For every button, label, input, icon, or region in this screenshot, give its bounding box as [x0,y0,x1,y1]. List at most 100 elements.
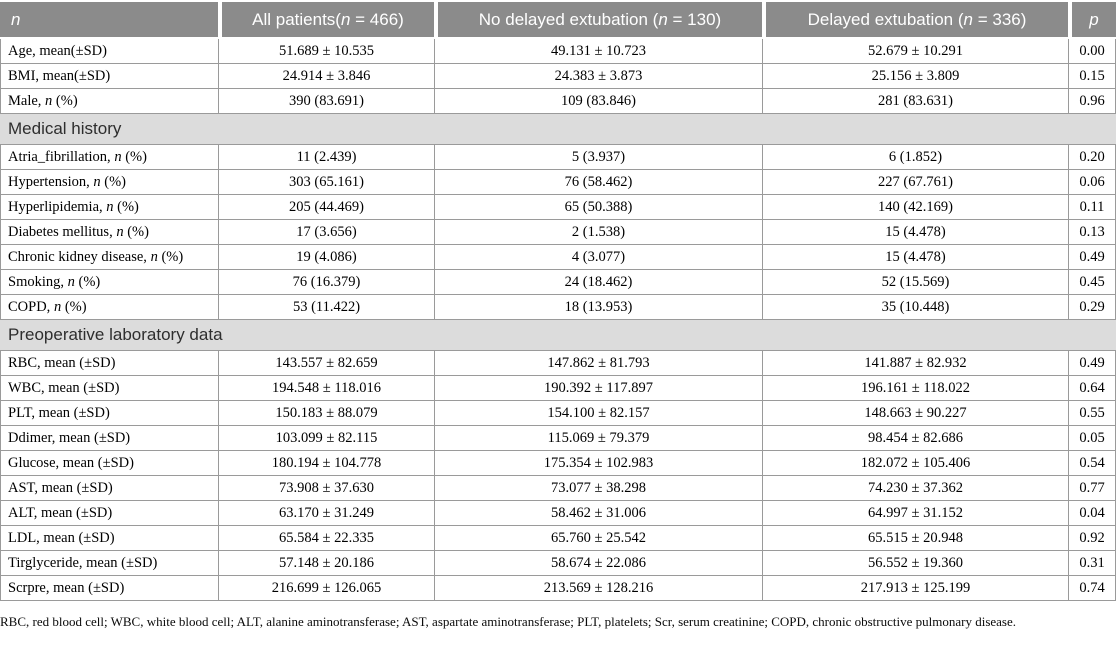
cell-value: 24.383 ± 3.873 [434,64,762,89]
cell-value: 65 (50.388) [434,195,762,220]
cell-value: 217.913 ± 125.199 [762,576,1068,601]
cell-p-value: 0.31 [1068,551,1116,576]
cell-value: 182.072 ± 105.406 [762,451,1068,476]
row-label: Atria_fibrillation, n (%) [0,145,218,170]
cell-value: 25.156 ± 3.809 [762,64,1068,89]
cell-p-value: 0.13 [1068,220,1116,245]
table-row-hyperlipidemia-n: Hyperlipidemia, n (%) 205 (44.469) 65 (50.… [0,195,1116,220]
cell-p-value: 0.45 [1068,270,1116,295]
cell-value: 53 (11.422) [218,295,434,320]
patient-characteristics-table: n All patients(n = 466) No delayed extubat… [0,2,1116,601]
table-row-alt-mean-sd: ALT, mean (±SD) 63.170 ± 31.249 58.462 ± 3… [0,501,1116,526]
cell-value: 76 (58.462) [434,170,762,195]
cell-p-value: 0.49 [1068,245,1116,270]
cell-value: 216.699 ± 126.065 [218,576,434,601]
section-row-medical-history: Medical history [0,114,1116,145]
cell-p-value: 0.64 [1068,376,1116,401]
cell-value: 24.914 ± 3.846 [218,64,434,89]
cell-p-value: 0.92 [1068,526,1116,551]
cell-value: 76 (16.379) [218,270,434,295]
table-row-atria-fibrillation-n: Atria_fibrillation, n (%) 11 (2.439) 5 (3.… [0,145,1116,170]
cell-value: 303 (65.161) [218,170,434,195]
row-label: Tirglyceride, mean (±SD) [0,551,218,576]
table-row-tirglyceride-mean-sd: Tirglyceride, mean (±SD) 57.148 ± 20.186 5… [0,551,1116,576]
cell-value: 115.069 ± 79.379 [434,426,762,451]
col-header-no-delayed-extubation-n-130: No delayed extubation (n = 130) [434,2,762,39]
row-label: Diabetes mellitus, n (%) [0,220,218,245]
row-label: Ddimer, mean (±SD) [0,426,218,451]
cell-value: 98.454 ± 82.686 [762,426,1068,451]
row-label: RBC, mean (±SD) [0,351,218,376]
cell-p-value: 0.04 [1068,501,1116,526]
section-header: Medical history [0,114,1116,145]
table-row-age-mean-sd: Age, mean(±SD) 51.689 ± 10.535 49.131 ± 10… [0,39,1116,64]
cell-p-value: 0.15 [1068,64,1116,89]
row-label: ALT, mean (±SD) [0,501,218,526]
row-label: Scrpre, mean (±SD) [0,576,218,601]
cell-value: 196.161 ± 118.022 [762,376,1068,401]
table-row-rbc-mean-sd: RBC, mean (±SD) 143.557 ± 82.659 147.862 ±… [0,351,1116,376]
cell-p-value: 0.49 [1068,351,1116,376]
table-row-copd-n: COPD, n (%) 53 (11.422) 18 (13.953) 35 (10.… [0,295,1116,320]
col-header-p: p [1068,2,1116,39]
cell-value: 109 (83.846) [434,89,762,114]
row-label: PLT, mean (±SD) [0,401,218,426]
col-header-n: n [0,2,218,39]
cell-value: 73.077 ± 38.298 [434,476,762,501]
cell-value: 15 (4.478) [762,220,1068,245]
paper-table-page: n All patients(n = 466) No delayed extubat… [0,2,1116,629]
cell-value: 175.354 ± 102.983 [434,451,762,476]
cell-value: 154.100 ± 82.157 [434,401,762,426]
table-header: n All patients(n = 466) No delayed extubat… [0,2,1116,39]
cell-value: 227 (67.761) [762,170,1068,195]
row-label: Chronic kidney disease, n (%) [0,245,218,270]
col-header-delayed-extubation-n-336: Delayed extubation (n = 336) [762,2,1068,39]
cell-value: 65.515 ± 20.948 [762,526,1068,551]
row-label: AST, mean (±SD) [0,476,218,501]
cell-value: 51.689 ± 10.535 [218,39,434,64]
cell-value: 57.148 ± 20.186 [218,551,434,576]
cell-p-value: 0.11 [1068,195,1116,220]
cell-p-value: 0.55 [1068,401,1116,426]
row-label: Male, n (%) [0,89,218,114]
cell-value: 65.584 ± 22.335 [218,526,434,551]
table-row-hypertension-n: Hypertension, n (%) 303 (65.161) 76 (58.46… [0,170,1116,195]
cell-value: 65.760 ± 25.542 [434,526,762,551]
cell-value: 143.557 ± 82.659 [218,351,434,376]
table-row-ldl-mean-sd: LDL, mean (±SD) 65.584 ± 22.335 65.760 ± 2… [0,526,1116,551]
table-row-plt-mean-sd: PLT, mean (±SD) 150.183 ± 88.079 154.100 ±… [0,401,1116,426]
cell-value: 148.663 ± 90.227 [762,401,1068,426]
cell-value: 52 (15.569) [762,270,1068,295]
cell-p-value: 0.74 [1068,576,1116,601]
table-row-male-n: Male, n (%) 390 (83.691) 109 (83.846) 281 (… [0,89,1116,114]
row-label: WBC, mean (±SD) [0,376,218,401]
table-row-bmi-mean-sd: BMI, mean(±SD) 24.914 ± 3.846 24.383 ± 3.8… [0,64,1116,89]
cell-value: 63.170 ± 31.249 [218,501,434,526]
table-row-diabetes-mellitus-n: Diabetes mellitus, n (%) 17 (3.656) 2 (1.5… [0,220,1116,245]
table-row-smoking-n: Smoking, n (%) 76 (16.379) 24 (18.462) 52 (… [0,270,1116,295]
col-header-all-patients-n-466: All patients(n = 466) [218,2,434,39]
table-row-wbc-mean-sd: WBC, mean (±SD) 194.548 ± 118.016 190.392 … [0,376,1116,401]
cell-value: 4 (3.077) [434,245,762,270]
cell-value: 141.887 ± 82.932 [762,351,1068,376]
cell-value: 58.462 ± 31.006 [434,501,762,526]
cell-value: 17 (3.656) [218,220,434,245]
cell-value: 281 (83.631) [762,89,1068,114]
cell-value: 194.548 ± 118.016 [218,376,434,401]
cell-value: 147.862 ± 81.793 [434,351,762,376]
cell-value: 11 (2.439) [218,145,434,170]
cell-p-value: 0.96 [1068,89,1116,114]
cell-p-value: 0.20 [1068,145,1116,170]
row-label: BMI, mean(±SD) [0,64,218,89]
table-row-glucose-mean-sd: Glucose, mean (±SD) 180.194 ± 104.778 175.… [0,451,1116,476]
cell-value: 56.552 ± 19.360 [762,551,1068,576]
cell-value: 52.679 ± 10.291 [762,39,1068,64]
table-row-ddimer-mean-sd: Ddimer, mean (±SD) 103.099 ± 82.115 115.06… [0,426,1116,451]
cell-p-value: 0.00 [1068,39,1116,64]
cell-value: 205 (44.469) [218,195,434,220]
cell-p-value: 0.06 [1068,170,1116,195]
cell-value: 103.099 ± 82.115 [218,426,434,451]
cell-value: 15 (4.478) [762,245,1068,270]
section-header: Preoperative laboratory data [0,320,1116,351]
table-row-ast-mean-sd: AST, mean (±SD) 73.908 ± 37.630 73.077 ± 3… [0,476,1116,501]
